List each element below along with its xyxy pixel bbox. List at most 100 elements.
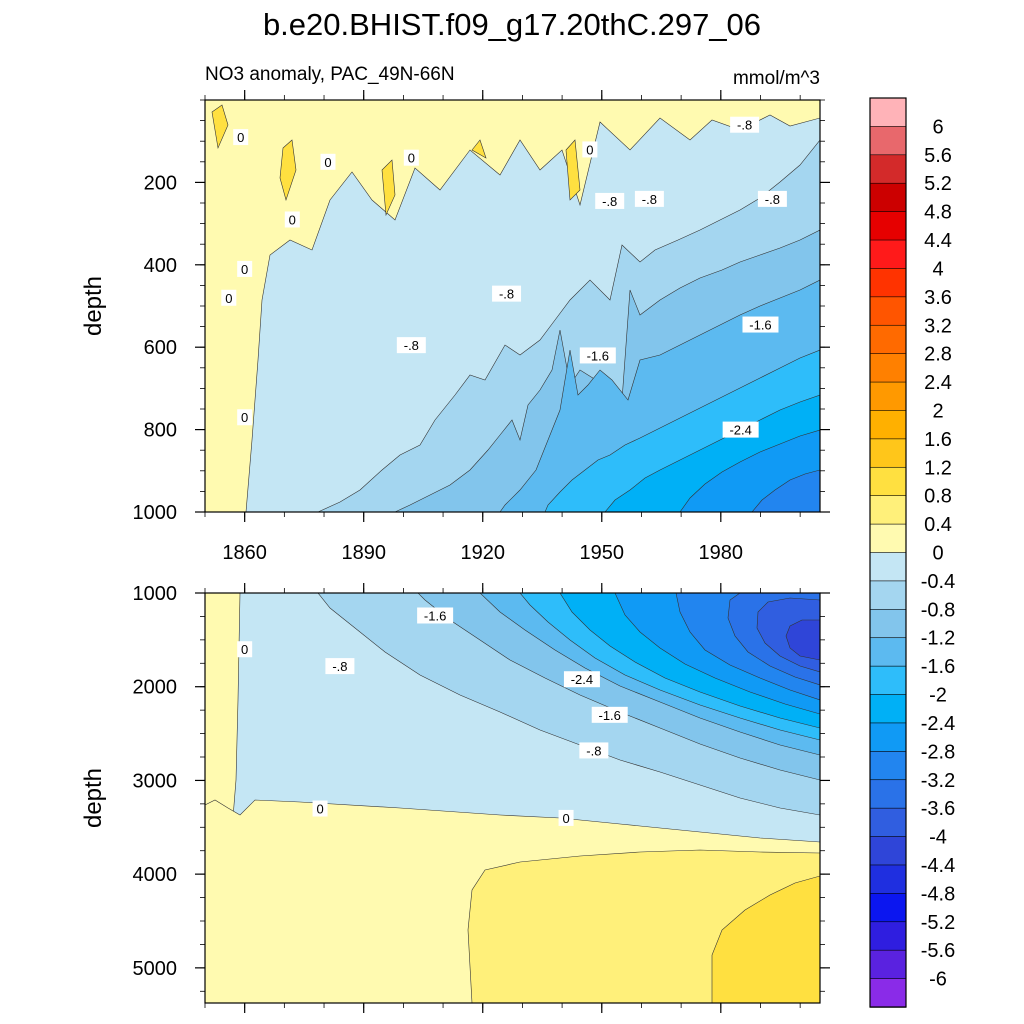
contour-label: -.8 bbox=[396, 337, 426, 354]
colorbar-label: 0 bbox=[932, 543, 943, 565]
top-ticks: 200 400 600 800 1000 1860 1890 1920 1950 1980 bbox=[133, 90, 830, 564]
top-fill-neg28 bbox=[751, 469, 820, 512]
bottom-y-tick-label: 1000 bbox=[133, 583, 178, 605]
contour-label-box bbox=[558, 809, 574, 826]
colorbar-label: 3.6 bbox=[924, 287, 952, 309]
bottom-y-tick-label: 2000 bbox=[133, 677, 178, 699]
contour-label: 0 bbox=[284, 211, 300, 228]
colorbar-swatch bbox=[869, 751, 907, 781]
colorbar-swatch bbox=[869, 381, 907, 412]
contour-label-box bbox=[579, 347, 616, 364]
contour-label: 0 bbox=[312, 800, 328, 817]
colorbar-label: -4.8 bbox=[921, 883, 955, 905]
colorbar-swatch bbox=[869, 864, 907, 895]
contour-label-box bbox=[492, 285, 522, 302]
contour-label-text: 0 bbox=[225, 291, 232, 306]
colorbar-label: 1.2 bbox=[924, 457, 952, 479]
contour-label-box bbox=[396, 337, 426, 354]
contour-label: -2.4 bbox=[563, 671, 600, 688]
colorbar-label: -2.4 bbox=[921, 713, 955, 735]
colorbar-label: 4 bbox=[932, 258, 943, 280]
contour-label: -1.6 bbox=[742, 316, 779, 333]
contour-label: 0 bbox=[558, 809, 574, 826]
contour-label-text: 0 bbox=[408, 151, 415, 166]
contour-label-text: -.8 bbox=[765, 192, 780, 207]
contour-label: 0 bbox=[237, 641, 253, 658]
colorbar-swatch bbox=[869, 182, 907, 213]
top-y-tick-label: 200 bbox=[144, 172, 177, 194]
contour-label-text: 0 bbox=[586, 142, 593, 157]
colorbar-swatch bbox=[869, 779, 907, 809]
contour-label: -.8 bbox=[579, 742, 609, 759]
colorbar-label: 5.6 bbox=[924, 145, 952, 167]
colorbar-label: 0.8 bbox=[924, 486, 952, 508]
contour-label-text: 0 bbox=[241, 262, 248, 277]
contour-label: 0 bbox=[233, 129, 249, 146]
colorbar-swatch bbox=[869, 722, 907, 753]
contour-label: -.8 bbox=[492, 285, 522, 302]
contour-label-box bbox=[742, 316, 779, 333]
contour-label-box bbox=[417, 607, 454, 624]
colorbar-frame bbox=[869, 97, 907, 1008]
colorbar-label: 1.6 bbox=[924, 429, 952, 451]
colorbar-swatch bbox=[869, 353, 907, 383]
colorbar-swatch bbox=[869, 466, 907, 497]
x-tick-label: 1860 bbox=[222, 542, 267, 564]
colorbar-swatch bbox=[869, 694, 907, 724]
contour-label-box bbox=[579, 742, 609, 759]
colorbar-label: 6 bbox=[932, 116, 943, 138]
colorbar-swatch bbox=[869, 807, 907, 838]
colorbar-swatch bbox=[869, 296, 907, 326]
colorbar-label: 2.4 bbox=[924, 372, 952, 394]
bottom-fill-neg40 bbox=[785, 619, 820, 661]
colorbar-label: -6 bbox=[929, 969, 947, 991]
colorbar-label: -5.6 bbox=[921, 940, 955, 962]
contour-label-text: -2.4 bbox=[729, 423, 751, 438]
top-y-tick-label: 600 bbox=[144, 337, 177, 359]
contour-label-text: -.8 bbox=[642, 192, 657, 207]
units-label: mmol/m^3 bbox=[733, 68, 820, 89]
colorbar-label: 2.8 bbox=[924, 344, 952, 366]
contour-label-text: 0 bbox=[241, 410, 248, 425]
contour-label: -2.4 bbox=[722, 421, 759, 438]
contour-label-text: 0 bbox=[289, 212, 296, 227]
colorbar-label: -0.8 bbox=[921, 599, 955, 621]
colorbar-swatch bbox=[869, 97, 907, 128]
contour-label-text: -.8 bbox=[332, 659, 347, 674]
contour-label-box bbox=[325, 658, 355, 675]
bottom-ticks: 1000 2000 3000 4000 5000 bbox=[133, 583, 830, 1013]
contour-label-text: -.8 bbox=[586, 743, 601, 758]
contour-label-box bbox=[722, 421, 759, 438]
variable-label: NO3 anomaly, PAC_49N-66N bbox=[205, 64, 455, 85]
contour-label-box bbox=[312, 800, 328, 817]
contour-label: 0 bbox=[582, 141, 598, 158]
contour-label-text: -1.6 bbox=[599, 708, 621, 723]
top-y-tick-label: 1000 bbox=[133, 502, 178, 524]
contour-label-text: -2.4 bbox=[571, 672, 593, 687]
colorbar-swatch bbox=[869, 949, 907, 980]
colorbar-swatch bbox=[869, 438, 907, 468]
contour-label-text: 0 bbox=[241, 642, 248, 657]
colorbar-swatch bbox=[869, 154, 907, 184]
contour-label: 0 bbox=[237, 260, 253, 277]
contour-label-text: -.8 bbox=[499, 287, 514, 302]
contour-label: 0 bbox=[237, 409, 253, 426]
bottom-fill-zero-left bbox=[205, 593, 241, 831]
colorbar: 6 5.6 5.2 4.8 4.4 4 3.6 3.2 2.8 2.4 2 1.6 1.2 0.8 0.4 0… bbox=[869, 97, 955, 1008]
colorbar-label: -3.2 bbox=[921, 770, 955, 792]
colorbar-label: 2 bbox=[932, 400, 943, 422]
colorbar-swatch bbox=[869, 239, 907, 270]
bottom-panel: 1000 2000 3000 4000 5000 0 0 0 -1.6 -.8 -2.4 -1.6 -… bbox=[80, 583, 830, 1013]
bottom-contour-labels: 0 0 0 -1.6 -.8 -2.4 -1.6 -.8 bbox=[237, 607, 628, 826]
contour-label: -1.6 bbox=[417, 607, 454, 624]
colorbar-swatch bbox=[869, 893, 907, 923]
contour-label-text: -.8 bbox=[737, 118, 752, 133]
colorbar-swatch bbox=[869, 921, 907, 951]
colorbar-swatch bbox=[869, 211, 907, 241]
contour-label-box bbox=[730, 116, 760, 133]
contour-label: 0 bbox=[320, 153, 336, 170]
contour-label-box bbox=[221, 289, 237, 306]
